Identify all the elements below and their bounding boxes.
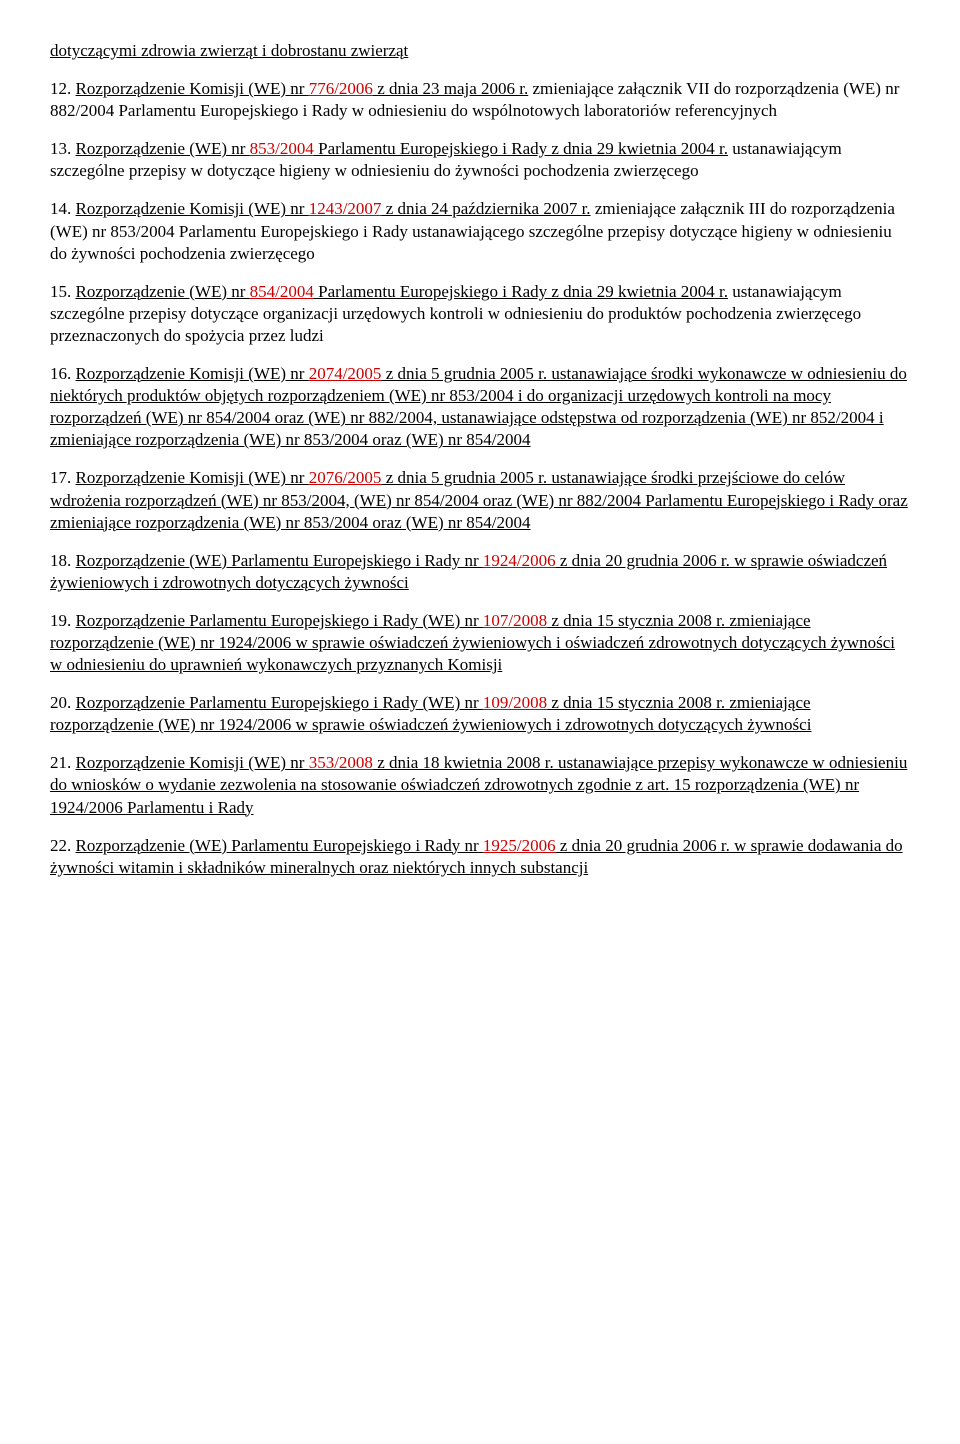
regulation-item: 17. Rozporządzenie Komisji (WE) nr 2076/… — [50, 467, 910, 533]
regulation-text: Rozporządzenie (WE) nr — [76, 139, 250, 158]
document-body: dotyczącymi zdrowia zwierząt i dobrostan… — [50, 40, 910, 879]
regulation-text: Rozporządzenie (WE) Parlamentu Europejsk… — [76, 836, 483, 855]
regulation-text: dotyczącymi zdrowia zwierząt i dobrostan… — [50, 41, 408, 60]
regulation-text: Rozporządzenie Parlamentu Europejskiego … — [76, 693, 483, 712]
regulation-text: z dnia 20 grudnia 2006 r. — [556, 836, 730, 855]
item-number: 14. — [50, 199, 76, 218]
regulation-text: Rozporządzenie Parlamentu Europejskiego … — [76, 611, 483, 630]
regulation-text: z dnia 23 maja 2006 r. — [373, 79, 528, 98]
regulation-number: 109/2008 — [483, 693, 547, 712]
item-number: 15. — [50, 282, 76, 301]
regulation-item: 18. Rozporządzenie (WE) Parlamentu Europ… — [50, 550, 910, 594]
regulation-text: z dnia 5 grudnia 2005 r. — [381, 468, 547, 487]
item-number: 22. — [50, 836, 76, 855]
regulation-text: z dnia 5 grudnia 2005 r. — [381, 364, 547, 383]
regulation-number: 1243/2007 — [309, 199, 382, 218]
item-number: 19. — [50, 611, 76, 630]
regulation-text: Parlamentu Europejskiego i Rady z dnia 2… — [314, 282, 728, 301]
regulation-item: 13. Rozporządzenie (WE) nr 853/2004 Parl… — [50, 138, 910, 182]
regulation-number: 2076/2005 — [309, 468, 382, 487]
regulation-item: 19. Rozporządzenie Parlamentu Europejski… — [50, 610, 910, 676]
item-number: 17. — [50, 468, 76, 487]
regulation-number: 776/2006 — [309, 79, 373, 98]
regulation-number: 353/2008 — [309, 753, 373, 772]
regulation-item: 21. Rozporządzenie Komisji (WE) nr 353/2… — [50, 752, 910, 818]
regulation-number: 2074/2005 — [309, 364, 382, 383]
regulation-text: z dnia 20 grudnia 2006 r. — [556, 551, 730, 570]
regulation-text: z dnia 18 kwietnia 2008 r. — [373, 753, 554, 772]
regulation-text: Rozporządzenie Komisji (WE) nr — [76, 753, 309, 772]
item-number: 18. — [50, 551, 76, 570]
regulation-item: 14. Rozporządzenie Komisji (WE) nr 1243/… — [50, 198, 910, 264]
regulation-number: 853/2004 — [250, 139, 314, 158]
regulation-text: Rozporządzenie Komisji (WE) nr — [76, 364, 309, 383]
regulation-item: 20. Rozporządzenie Parlamentu Europejski… — [50, 692, 910, 736]
regulation-number: 1925/2006 — [483, 836, 556, 855]
item-number: 12. — [50, 79, 76, 98]
regulation-text: Rozporządzenie (WE) nr — [76, 282, 250, 301]
item-number: 20. — [50, 693, 76, 712]
regulation-text: z dnia 15 stycznia 2008 r. — [547, 693, 725, 712]
item-number: 13. — [50, 139, 76, 158]
regulation-text: Parlamentu Europejskiego i Rady z dnia 2… — [314, 139, 728, 158]
regulation-item: dotyczącymi zdrowia zwierząt i dobrostan… — [50, 40, 910, 62]
regulation-text: Rozporządzenie Komisji (WE) nr — [76, 79, 309, 98]
regulation-number: 1924/2006 — [483, 551, 556, 570]
item-number: 21. — [50, 753, 76, 772]
regulation-text: z dnia 15 stycznia 2008 r. — [547, 611, 725, 630]
regulation-number: 107/2008 — [483, 611, 547, 630]
regulation-text: Rozporządzenie Komisji (WE) nr — [76, 468, 309, 487]
regulation-item: 22. Rozporządzenie (WE) Parlamentu Europ… — [50, 835, 910, 879]
regulation-number: 854/2004 — [250, 282, 314, 301]
regulation-item: 12. Rozporządzenie Komisji (WE) nr 776/2… — [50, 78, 910, 122]
regulation-item: 15. Rozporządzenie (WE) nr 854/2004 Parl… — [50, 281, 910, 347]
regulation-text: Rozporządzenie (WE) Parlamentu Europejsk… — [76, 551, 483, 570]
item-number: 16. — [50, 364, 76, 383]
regulation-text: Rozporządzenie Komisji (WE) nr — [76, 199, 309, 218]
regulation-item: 16. Rozporządzenie Komisji (WE) nr 2074/… — [50, 363, 910, 451]
regulation-text: z dnia 24 października 2007 r. — [381, 199, 590, 218]
